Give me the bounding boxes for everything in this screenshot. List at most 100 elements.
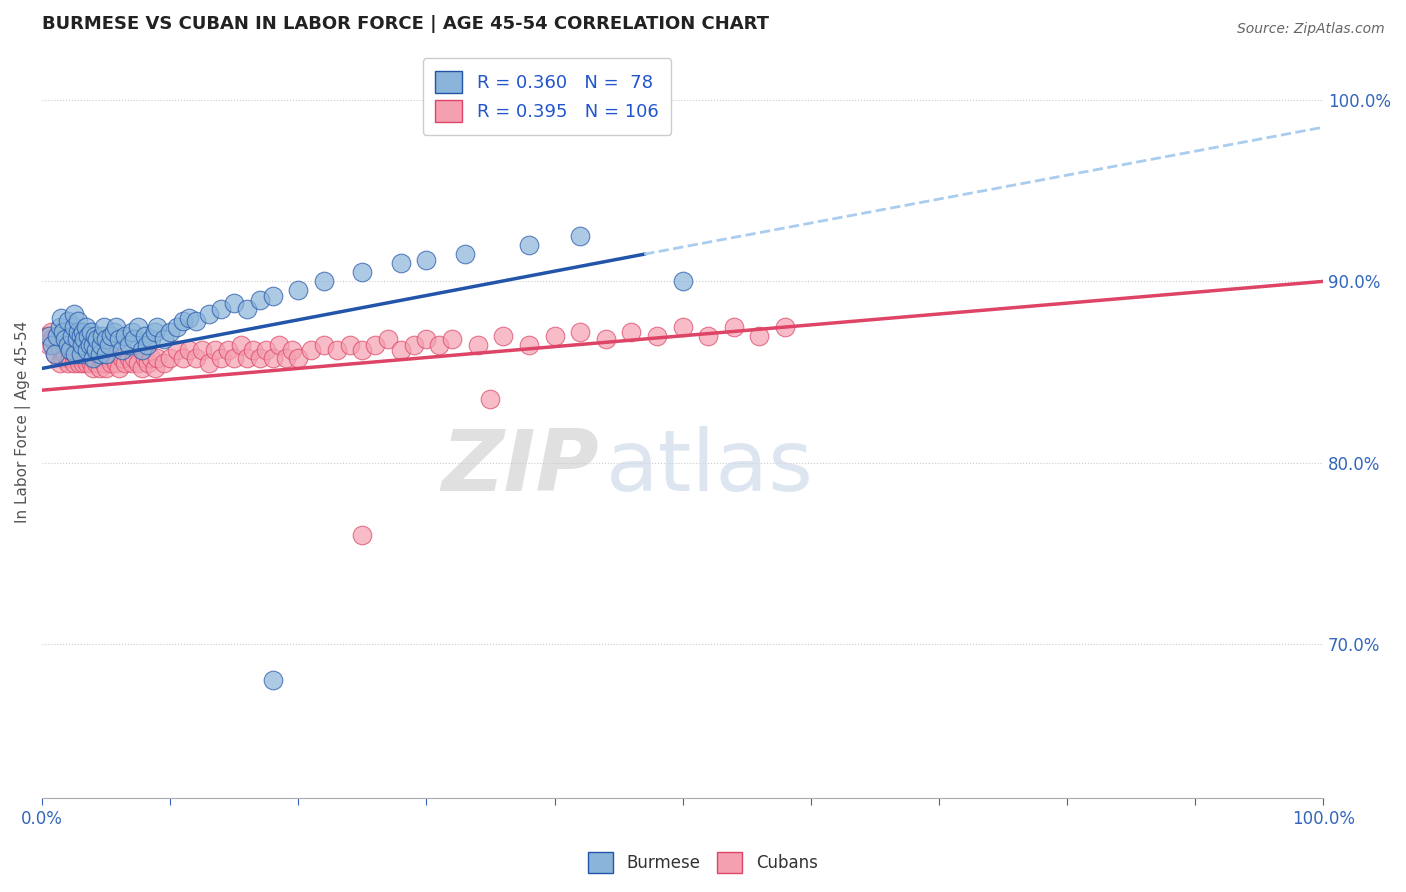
Point	[236, 301, 259, 316]
Point	[697, 328, 720, 343]
Point	[60, 328, 83, 343]
Point	[84, 343, 107, 358]
Point	[96, 347, 118, 361]
Point	[90, 351, 112, 365]
Point	[242, 343, 264, 358]
Point	[75, 319, 97, 334]
Point	[517, 238, 540, 252]
Point	[262, 289, 284, 303]
Point	[72, 325, 94, 339]
Point	[166, 319, 188, 334]
Point	[72, 356, 94, 370]
Point	[70, 351, 93, 365]
Point	[66, 314, 89, 328]
Point	[352, 265, 374, 279]
Point	[269, 338, 291, 352]
Point	[108, 361, 131, 376]
Point	[124, 351, 146, 365]
Point	[131, 343, 153, 358]
Point	[56, 356, 79, 370]
Point	[467, 338, 489, 352]
Point	[66, 332, 89, 346]
Point	[65, 347, 87, 361]
Point	[69, 328, 91, 343]
Legend: Burmese, Cubans: Burmese, Cubans	[582, 846, 824, 880]
Point	[415, 252, 437, 267]
Point	[672, 274, 695, 288]
Point	[287, 284, 309, 298]
Point	[377, 332, 399, 346]
Point	[70, 338, 93, 352]
Point	[67, 356, 90, 370]
Point	[262, 351, 284, 365]
Point	[224, 296, 246, 310]
Point	[134, 328, 156, 343]
Text: ZIP: ZIP	[441, 425, 599, 508]
Point	[134, 351, 156, 365]
Point	[73, 332, 96, 346]
Point	[103, 325, 125, 339]
Point	[60, 338, 83, 352]
Point	[143, 325, 166, 339]
Point	[184, 314, 207, 328]
Point	[517, 338, 540, 352]
Point	[52, 338, 75, 352]
Point	[77, 347, 100, 361]
Point	[97, 338, 120, 352]
Point	[93, 356, 115, 370]
Point	[454, 247, 477, 261]
Point	[166, 343, 188, 358]
Point	[748, 328, 770, 343]
Point	[63, 356, 86, 370]
Point	[249, 293, 271, 307]
Point	[492, 328, 515, 343]
Point	[723, 319, 745, 334]
Point	[76, 343, 98, 358]
Point	[48, 338, 70, 352]
Point	[75, 351, 97, 365]
Point	[197, 356, 219, 370]
Point	[66, 325, 89, 339]
Point	[312, 338, 335, 352]
Point	[63, 319, 86, 334]
Point	[118, 338, 141, 352]
Point	[59, 343, 82, 358]
Point	[364, 338, 387, 352]
Point	[103, 351, 125, 365]
Point	[62, 347, 84, 361]
Point	[121, 356, 143, 370]
Point	[110, 351, 132, 365]
Point	[543, 328, 565, 343]
Point	[79, 338, 101, 352]
Point	[105, 319, 128, 334]
Text: BURMESE VS CUBAN IN LABOR FORCE | AGE 45-54 CORRELATION CHART: BURMESE VS CUBAN IN LABOR FORCE | AGE 45…	[42, 15, 769, 33]
Point	[339, 338, 361, 352]
Point	[236, 351, 259, 365]
Point	[82, 338, 104, 352]
Point	[91, 328, 114, 343]
Point	[352, 343, 374, 358]
Point	[77, 328, 100, 343]
Point	[83, 351, 105, 365]
Point	[121, 325, 143, 339]
Point	[146, 319, 169, 334]
Point	[82, 351, 104, 365]
Point	[224, 351, 246, 365]
Y-axis label: In Labor Force | Age 45-54: In Labor Force | Age 45-54	[15, 321, 31, 523]
Point	[620, 325, 643, 339]
Point	[262, 673, 284, 688]
Point	[159, 325, 181, 339]
Point	[53, 332, 76, 346]
Point	[59, 351, 82, 365]
Point	[83, 328, 105, 343]
Point	[124, 332, 146, 346]
Point	[159, 351, 181, 365]
Point	[114, 328, 136, 343]
Point	[96, 361, 118, 376]
Point	[143, 361, 166, 376]
Point	[41, 338, 63, 352]
Point	[76, 356, 98, 370]
Point	[93, 319, 115, 334]
Text: Source: ZipAtlas.com: Source: ZipAtlas.com	[1237, 22, 1385, 37]
Point	[51, 310, 73, 325]
